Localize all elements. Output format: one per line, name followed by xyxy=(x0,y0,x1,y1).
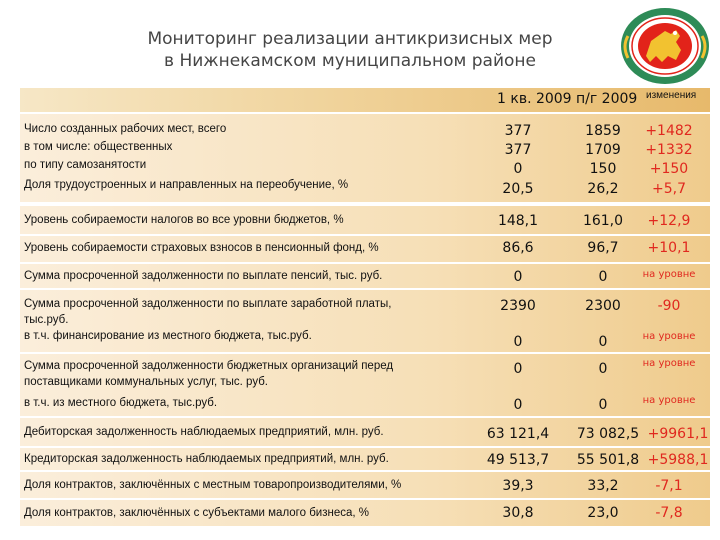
value-change: +1482 xyxy=(645,123,693,139)
value-q1: 49 513,7 xyxy=(486,452,550,468)
value-change: на уровне xyxy=(642,395,696,406)
row-label: Доля контрактов, заключённых с местным т… xyxy=(24,479,402,491)
value-q1: 86,6 xyxy=(502,240,534,256)
row-band-taxes xyxy=(20,206,710,234)
value-change: +12,9 xyxy=(647,213,691,229)
slide-title-line2: в Нижнекамском муниципальном районе xyxy=(164,51,536,71)
row-band-utility-debt xyxy=(20,354,710,416)
value-h1: 0 xyxy=(598,397,608,413)
header-col-q1: 1 кв. 2009 xyxy=(497,91,572,107)
value-h1: 23,0 xyxy=(587,505,619,521)
row-label: Дебиторская задолженность наблюдаемых пр… xyxy=(24,426,384,438)
row-label: Сумма просроченной задолженности по выпл… xyxy=(24,270,383,282)
value-q1: 0 xyxy=(513,334,523,350)
value-h1: 1709 xyxy=(585,142,621,158)
row-band-local-contracts xyxy=(20,472,710,498)
value-q1: 0 xyxy=(513,161,523,177)
row-band-payables xyxy=(20,448,710,470)
row-label: Кредиторская задолженность наблюдаемых п… xyxy=(24,453,389,465)
value-q1: 0 xyxy=(513,269,523,285)
value-h1: 96,7 xyxy=(587,240,619,256)
value-h1: 161,0 xyxy=(582,213,624,229)
value-h1: 2300 xyxy=(585,298,621,314)
value-h1: 1859 xyxy=(585,123,621,139)
row-band-pension-fund xyxy=(20,236,710,262)
row-label: в т.ч. из местного бюджета, тыс.руб. xyxy=(24,397,218,409)
value-h1: 0 xyxy=(598,334,608,350)
value-h1: 73 082,5 xyxy=(576,426,640,442)
header-col-h1: п/г 2009 xyxy=(576,91,638,107)
row-label-continued: тыс.руб. xyxy=(24,314,69,326)
row-label: Сумма просроченной задолженности бюджетн… xyxy=(24,360,394,372)
value-q1: 0 xyxy=(513,361,523,377)
value-change: +1332 xyxy=(645,142,693,158)
value-q1: 377 xyxy=(504,142,532,158)
value-change: -90 xyxy=(657,298,681,314)
value-q1: 39,3 xyxy=(502,478,534,494)
row-label: в т.ч. финансирование из местного бюджет… xyxy=(24,330,312,342)
value-change: на уровне xyxy=(642,358,696,369)
header-col-change: изменения xyxy=(646,90,697,101)
slide-title: Мониторинг реализации антикризисных мер … xyxy=(140,28,560,72)
value-h1: 55 501,8 xyxy=(576,452,640,468)
value-change: +10,1 xyxy=(647,240,691,256)
row-label: в том числе: общественных xyxy=(24,141,173,153)
row-label: Уровень собираемости налогов во все уров… xyxy=(24,214,344,226)
value-change: +150 xyxy=(649,161,689,177)
value-q1: 377 xyxy=(504,123,532,139)
value-q1: 30,8 xyxy=(502,505,534,521)
value-change: +9961,1 xyxy=(647,426,709,442)
value-q1: 148,1 xyxy=(497,213,539,229)
row-label: по типу самозанятости xyxy=(24,159,147,171)
row-band-jobs xyxy=(20,114,710,202)
row-label: Уровень собираемости страховых взносов в… xyxy=(24,242,379,254)
value-h1: 33,2 xyxy=(587,478,619,494)
value-h1: 150 xyxy=(589,161,617,177)
value-change: на уровне xyxy=(642,331,696,342)
value-q1: 0 xyxy=(513,397,523,413)
row-band-pension-debt xyxy=(20,264,710,288)
row-band-small-business xyxy=(20,500,710,526)
row-label: Доля контрактов, заключённых с субъектам… xyxy=(24,507,370,519)
table-header-bar xyxy=(20,88,710,112)
value-change: +5988,1 xyxy=(647,452,709,468)
row-label-continued: поставщиками коммунальных услуг, тыс. ру… xyxy=(24,376,268,388)
row-label: Доля трудоустроенных и направленных на п… xyxy=(24,179,349,191)
row-band-receivables xyxy=(20,418,710,446)
value-change: на уровне xyxy=(642,269,696,280)
row-label: Число созданных рабочих мест, всего xyxy=(24,123,227,135)
slide-title-line1: Мониторинг реализации антикризисных мер xyxy=(147,29,553,49)
value-h1: 26,2 xyxy=(587,181,619,197)
value-q1: 63 121,4 xyxy=(486,426,550,442)
value-change: +5,7 xyxy=(652,181,686,197)
value-change: -7,1 xyxy=(655,478,683,494)
value-q1: 2390 xyxy=(500,298,536,314)
tatarstan-coat-of-arms-icon xyxy=(621,8,709,84)
value-q1: 20,5 xyxy=(502,181,534,197)
value-change: -7,8 xyxy=(655,505,683,521)
row-band-wage-debt xyxy=(20,290,710,352)
value-h1: 0 xyxy=(598,361,608,377)
value-h1: 0 xyxy=(598,269,608,285)
row-label: Сумма просроченной задолженности по выпл… xyxy=(24,298,392,310)
